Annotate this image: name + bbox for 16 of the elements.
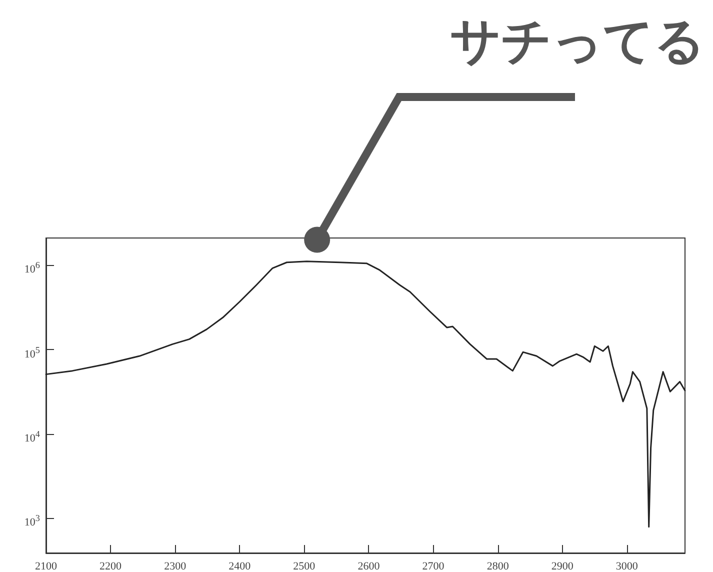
x-tick-label: 2900 — [551, 560, 574, 572]
x-tick-label: 2600 — [358, 560, 380, 572]
x-tick-label: 2300 — [164, 560, 187, 572]
x-tick-label: 2200 — [100, 560, 122, 572]
x-tick-label: 3000 — [616, 560, 638, 572]
y-tick-label: 10$^{5}$ — [24, 344, 40, 362]
x-tick-label: 2700 — [422, 560, 445, 572]
annotation: サチってる — [450, 11, 705, 72]
line-series — [45, 260, 686, 528]
x-tick-label: 2500 — [293, 560, 316, 572]
y-tick-label: 10$^{6}$ — [24, 259, 40, 278]
y-tick-label: 10$^{4}$ — [24, 428, 40, 447]
x-tick-label: 2800 — [486, 560, 510, 572]
y-tick-label: 10$^{3}$ — [24, 512, 40, 532]
x-tick-label: 2400 — [228, 560, 252, 572]
x-tick-label: 2100 — [35, 560, 58, 572]
